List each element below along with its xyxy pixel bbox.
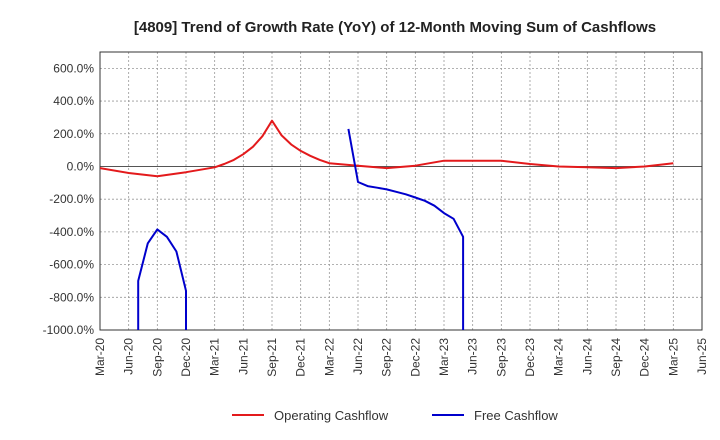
x-tick-label: Mar-20 bbox=[93, 338, 107, 376]
y-tick-label: 200.0% bbox=[53, 127, 94, 141]
y-tick-label: -800.0% bbox=[49, 290, 94, 304]
x-tick-label: Mar-22 bbox=[322, 338, 336, 376]
y-tick-label: 600.0% bbox=[53, 61, 94, 75]
y-tick-label: -400.0% bbox=[49, 225, 94, 239]
x-tick-label: Mar-24 bbox=[552, 338, 566, 376]
chart-title: [4809] Trend of Growth Rate (YoY) of 12-… bbox=[134, 19, 656, 36]
x-tick-label: Jun-23 bbox=[466, 338, 480, 375]
x-tick-label: Dec-20 bbox=[179, 338, 193, 377]
x-tick-label: Dec-23 bbox=[523, 338, 537, 377]
x-tick-label: Sep-21 bbox=[265, 338, 279, 377]
free-cashflow-legend-label: Free Cashflow bbox=[474, 408, 558, 423]
x-tick-label: Sep-20 bbox=[150, 338, 164, 377]
y-tick-label: 400.0% bbox=[53, 94, 94, 108]
x-tick-label: Mar-23 bbox=[437, 338, 451, 376]
x-tick-label: Dec-24 bbox=[638, 338, 652, 377]
free-cashflow-line bbox=[137, 228, 187, 330]
x-tick-label: Mar-21 bbox=[208, 338, 222, 376]
plot-area: 600.0% 400.0% 200.0% 0.0% -200.0% -400.0% -600… bbox=[43, 51, 709, 377]
x-tick-label: Mar-25 bbox=[666, 338, 680, 376]
y-tick-label: -200.0% bbox=[49, 192, 94, 206]
legend: Operating Cashflow Free Cashflow bbox=[232, 408, 558, 423]
x-tick-label: Jun-24 bbox=[580, 338, 594, 375]
x-tick-label: Jun-20 bbox=[122, 338, 136, 375]
plot-background bbox=[100, 52, 702, 330]
x-tick-label: Jun-22 bbox=[351, 338, 365, 375]
x-tick-label: Jun-25 bbox=[695, 338, 709, 375]
y-tick-label: -600.0% bbox=[49, 258, 94, 272]
plot-frame bbox=[99, 51, 703, 331]
y-tick-label: -1000.0% bbox=[43, 323, 95, 337]
operating-cashflow-legend-label: Operating Cashflow bbox=[274, 408, 389, 423]
free-cashflow-line bbox=[347, 128, 465, 330]
y-tick-label: 0.0% bbox=[67, 159, 95, 173]
x-tick-label: Sep-22 bbox=[380, 338, 394, 377]
x-tick-label: Sep-23 bbox=[494, 338, 508, 377]
operating-cashflow-line bbox=[100, 119, 674, 178]
x-tick-label: Sep-24 bbox=[609, 338, 623, 377]
x-tick-label: Dec-21 bbox=[294, 338, 308, 377]
x-tick-label: Jun-21 bbox=[236, 338, 250, 375]
x-tick-label: Dec-22 bbox=[408, 338, 422, 377]
